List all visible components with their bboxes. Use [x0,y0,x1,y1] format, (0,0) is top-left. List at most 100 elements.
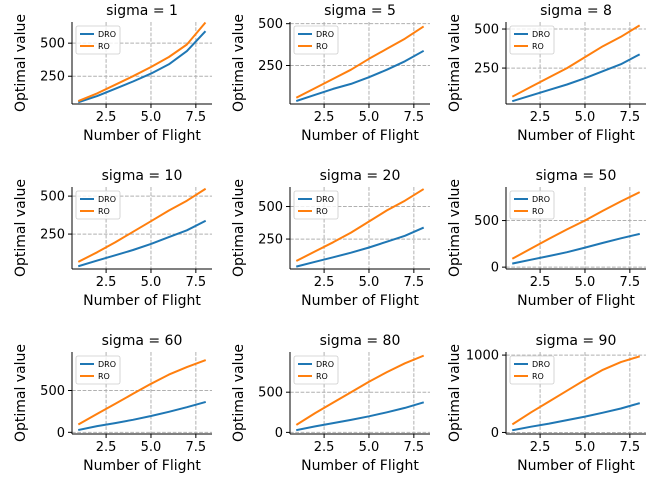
legend: DRO RO [509,25,555,55]
y-tick-label: 0 [491,426,499,441]
subplot-8: 2.5 5.0 7.5 0 500 sigma = 80 Number of Flight O… [231,333,430,474]
subplot-title: sigma = 50 [536,168,617,184]
legend-label: RO [532,372,544,381]
legend-label: RO [98,207,110,216]
x-tick-label: 7.5 [620,110,641,125]
x-tick-label: 5.0 [575,110,596,125]
subplot-title: sigma = 90 [536,333,617,349]
y-axis-label: Optimal value [231,344,247,442]
x-tick-label: 7.5 [186,110,207,125]
legend-label: RO [316,372,328,381]
x-tick-label: 2.5 [314,440,335,455]
y-tick-label: 1000 [466,349,499,364]
legend: DRO RO [509,190,555,220]
y-tick-label: 250 [258,233,283,248]
y-tick-label: 0 [275,426,283,441]
legend-label: DRO [532,360,550,369]
x-axis-label: Number of Flight [301,458,419,474]
y-tick-label: 250 [258,59,283,74]
y-tick-label: 500 [474,214,499,229]
legend-label: DRO [98,195,116,204]
series-line-dro [77,30,207,104]
legend-label: RO [316,207,328,216]
legend-label: DRO [98,360,116,369]
x-tick-label: 5.0 [141,110,162,125]
y-tick-label: 0 [57,426,65,441]
x-axis-label: Number of Flight [517,293,635,309]
x-tick-label: 2.5 [530,275,551,290]
series-line-ro [295,188,425,262]
series-line-ro [77,187,207,263]
x-tick-label: 5.0 [575,275,596,290]
series-line-ro [77,21,207,103]
y-axis-label: Optimal value [13,14,29,112]
y-axis-label: Optimal value [13,179,29,277]
x-tick-label: 2.5 [530,110,551,125]
y-tick-label: 500 [474,23,499,38]
y-axis-label: Optimal value [447,179,463,277]
subplot-title: sigma = 5 [324,3,396,19]
legend-label: RO [98,42,110,51]
legend-label: DRO [316,360,334,369]
subplot-1: 2.5 5.0 7.5 250 500 sigma = 1 Number of Flight… [13,3,212,144]
subplot-4: 2.5 5.0 7.5 250 500 sigma = 10 Number of Fligh… [13,168,212,309]
legend-label: DRO [532,195,550,204]
y-axis-label: Optimal value [447,14,463,112]
legend: DRO RO [75,25,121,55]
legend-label: DRO [98,30,116,39]
series-line-ro [511,24,641,98]
x-tick-label: 7.5 [404,110,425,125]
y-tick-label: 500 [40,190,65,205]
y-tick-label: 500 [40,384,65,399]
subplot-2: 2.5 5.0 7.5 250 500 sigma = 5 Number of Flight… [231,3,430,144]
legend-label: RO [532,42,544,51]
subplot-7: 2.5 5.0 7.5 0 500 sigma = 60 Number of Flight O… [13,333,212,474]
y-tick-label: 500 [258,17,283,32]
x-tick-label: 7.5 [404,440,425,455]
subplot-5: 2.5 5.0 7.5 250 500 sigma = 20 Number of Fligh… [231,168,430,309]
series-line-ro [295,25,425,99]
x-tick-label: 2.5 [314,275,335,290]
x-tick-label: 7.5 [186,275,207,290]
x-axis-label: Number of Flight [301,293,419,309]
subplot-title: sigma = 1 [106,3,178,19]
legend: DRO RO [293,25,339,55]
series-line-dro [295,49,425,102]
x-tick-label: 2.5 [530,440,551,455]
legend: DRO RO [75,190,121,220]
x-tick-label: 5.0 [359,275,380,290]
series-line-dro [512,402,641,432]
series-line-ro [511,355,641,426]
subplot-9: 2.5 5.0 7.5 0 1000 sigma = 90 Number of Flight… [447,333,646,474]
subplot-title: sigma = 20 [320,168,401,184]
y-tick-label: 500 [258,200,283,215]
x-axis-label: Number of Flight [83,293,201,309]
legend: DRO RO [293,190,339,220]
y-tick-label: 250 [40,228,65,243]
series-line-ro [77,359,207,426]
y-tick-label: 500 [40,37,65,52]
x-axis-label: Number of Flight [83,128,201,144]
series-line-dro [296,401,425,432]
y-axis-label: Optimal value [447,344,463,442]
x-tick-label: 5.0 [359,440,380,455]
x-tick-label: 7.5 [620,275,641,290]
y-tick-label: 0 [491,261,499,276]
y-tick-label: 250 [474,62,499,77]
x-tick-label: 5.0 [359,110,380,125]
legend-label: RO [532,207,544,216]
subplot-3: 2.5 5.0 7.5 250 500 sigma = 8 Number of Flight… [447,3,646,144]
legend-label: DRO [532,30,550,39]
x-tick-label: 2.5 [314,110,335,125]
x-tick-label: 5.0 [575,440,596,455]
x-axis-label: Number of Flight [517,458,635,474]
x-tick-label: 7.5 [404,275,425,290]
x-tick-label: 5.0 [141,440,162,455]
legend-label: DRO [316,195,334,204]
subplot-title: sigma = 8 [540,3,612,19]
y-tick-label: 500 [258,386,283,401]
x-tick-label: 5.0 [141,275,162,290]
series-line-dro [512,232,641,265]
x-tick-label: 2.5 [96,110,117,125]
series-line-dro [295,226,425,268]
